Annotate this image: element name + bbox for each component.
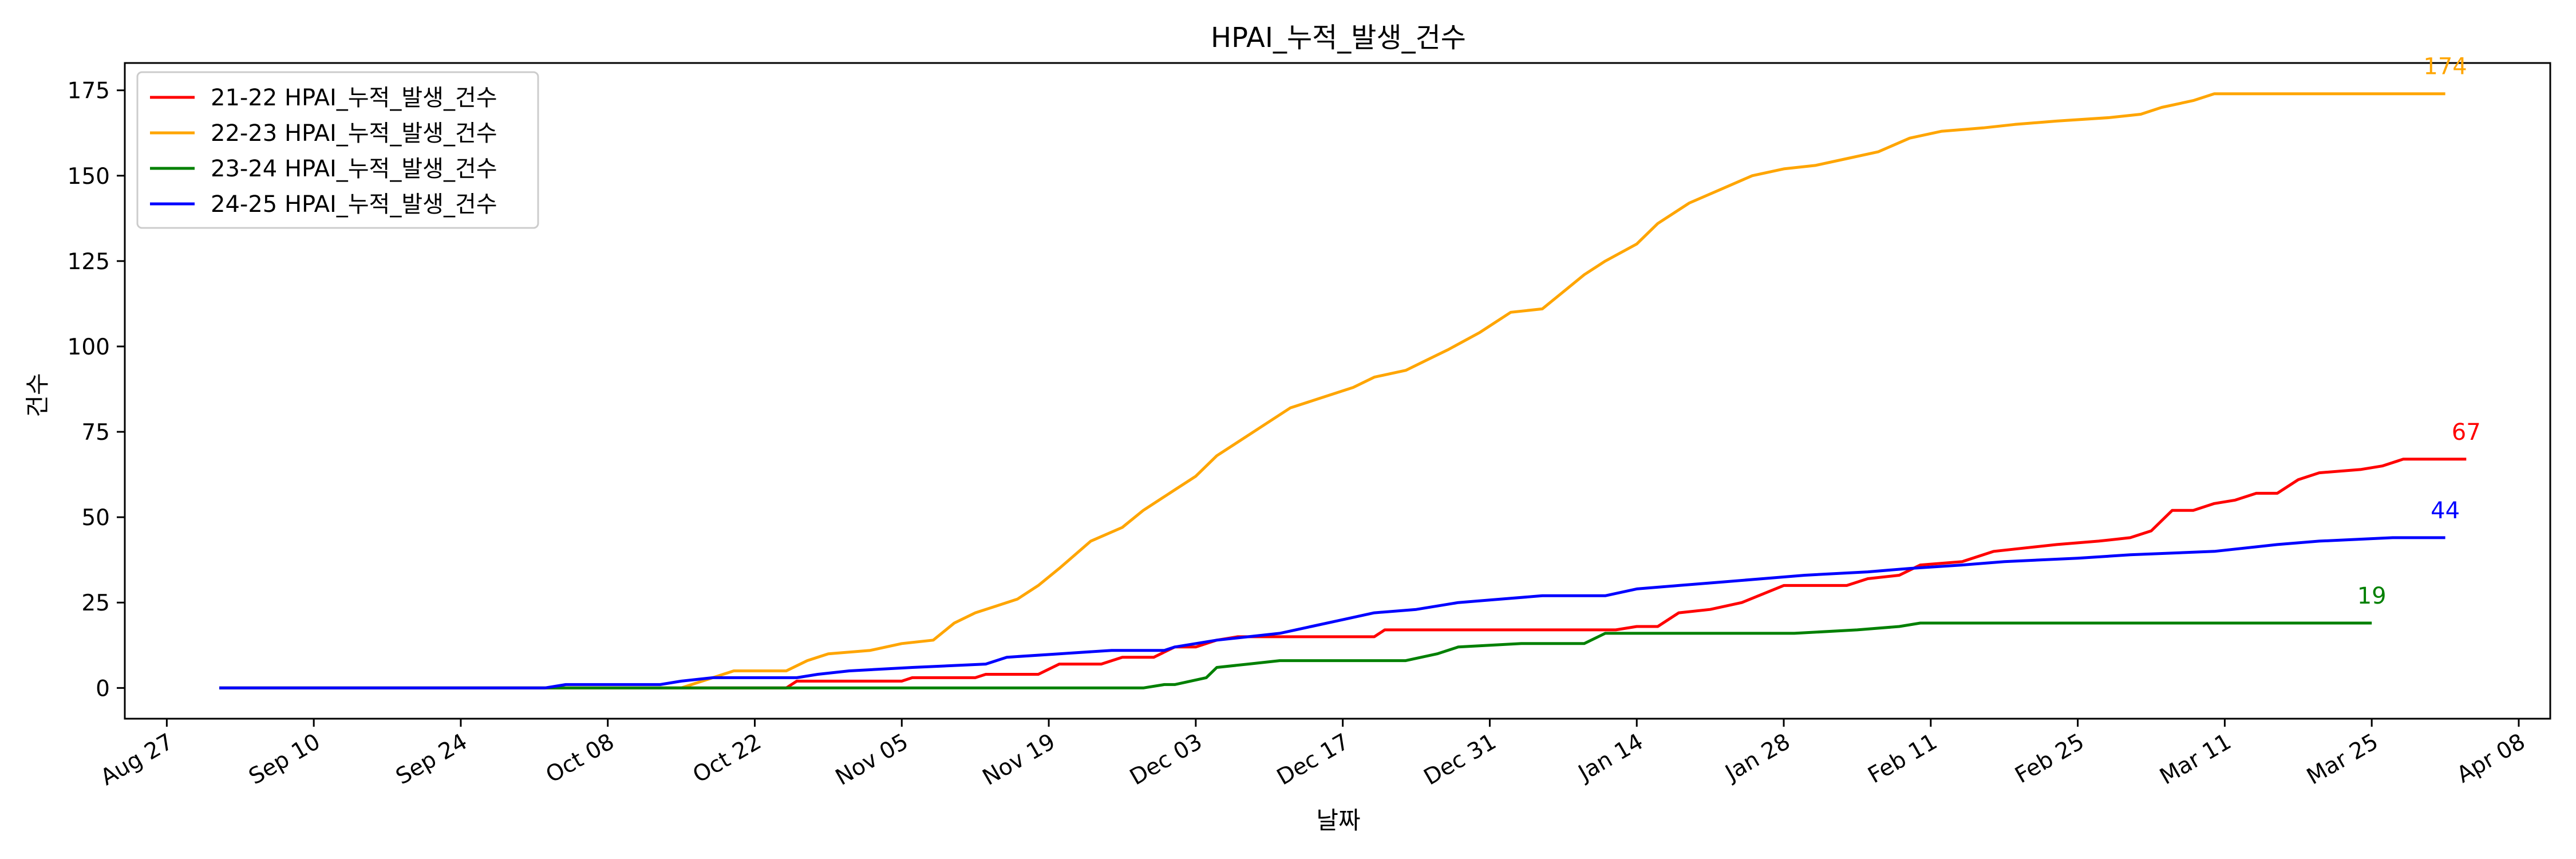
y-tick-label: 100 bbox=[68, 334, 110, 360]
legend: 21-22 HPAI_누적_발생_건수 22-23 HPAI_누적_발생_건수 23… bbox=[136, 71, 539, 229]
chart-title: HPAI_누적_발생_건수 bbox=[1211, 22, 1466, 54]
series-end-label-3: 44 bbox=[2431, 498, 2460, 524]
series-line-0 bbox=[219, 458, 2467, 689]
y-tick-label: 125 bbox=[68, 249, 110, 275]
legend-box bbox=[136, 71, 539, 229]
series-end-label-1: 174 bbox=[2423, 54, 2467, 80]
series-end-label-2: 19 bbox=[2357, 583, 2387, 609]
y-axis: 0 25 50 75 100 125 150 175 bbox=[68, 78, 125, 702]
legend-label-2: 23-24 HPAI_누적_발생_건수 bbox=[211, 156, 497, 182]
series-line-3 bbox=[219, 536, 2445, 689]
y-tick-label: 0 bbox=[96, 676, 110, 702]
y-tick-label: 25 bbox=[81, 590, 110, 616]
y-axis-label: 건수 bbox=[23, 373, 52, 417]
legend-label-1: 22-23 HPAI_누적_발생_건수 bbox=[211, 120, 497, 147]
legend-label-0: 21-22 HPAI_누적_발생_건수 bbox=[211, 85, 497, 111]
x-axis-label: 날짜 bbox=[1316, 806, 1360, 834]
y-tick-label: 175 bbox=[68, 78, 110, 104]
y-tick-label: 50 bbox=[81, 505, 110, 531]
series-line-2 bbox=[219, 621, 2372, 689]
legend-label-3: 24-25 HPAI_누적_발생_건수 bbox=[211, 191, 497, 218]
series-line-1 bbox=[219, 92, 2445, 689]
y-tick-label: 150 bbox=[68, 164, 110, 190]
end-labels: 67 174 19 44 bbox=[2357, 54, 2481, 609]
series-layer bbox=[219, 92, 2467, 689]
y-tick-label: 75 bbox=[81, 420, 110, 446]
plot-area-frame bbox=[124, 62, 2551, 720]
series-end-label-0: 67 bbox=[2452, 419, 2481, 446]
